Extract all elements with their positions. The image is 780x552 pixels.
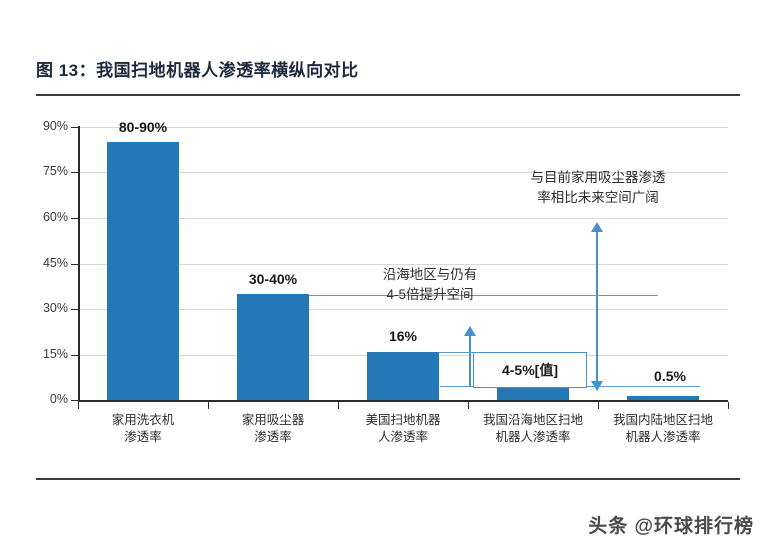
x-tick-3 — [468, 402, 469, 409]
y-axis-label-0: 0% — [49, 392, 68, 406]
bar-label-us-robot-vacuum: 16% — [388, 328, 418, 344]
annotation-coastal-gap-arrow-up — [464, 326, 476, 336]
title-divider-top — [36, 94, 740, 96]
figure-title: 图 13：我国扫地机器人渗透率横纵向对比 — [36, 61, 359, 80]
y-tick-15 — [71, 355, 78, 356]
bar-vacuum-cleaner[interactable] — [237, 294, 309, 400]
annotation-vacuum-gap-text: 与目前家用吸尘器渗透 率相比未来空间广阔 — [530, 170, 666, 205]
x-tick-1 — [208, 402, 209, 409]
callout-coastal-value: 4-5%[值] — [473, 352, 587, 388]
y-axis-label-45: 45% — [42, 256, 68, 270]
x-axis-category-vacuum-cleaner: 家用吸尘器 渗透率 — [241, 413, 305, 444]
bar-label-inland-china-robot-vacuum: 0.5% — [654, 368, 686, 384]
x-axis-category-coastal-china: 我国沿海地区扫地 机器人渗透率 — [482, 413, 583, 444]
watermark-text: 头条 @环球排行榜 — [588, 516, 754, 537]
y-axis-label-60: 60% — [42, 210, 68, 224]
bar-us-robot-vacuum[interactable] — [367, 352, 439, 400]
gridline-60 — [78, 218, 728, 219]
gridline-30 — [78, 309, 728, 310]
x-tick-2 — [338, 402, 339, 409]
annotation-coastal-gap-shaft — [469, 335, 471, 387]
y-axis-label-90: 90% — [42, 119, 68, 133]
y-axis-label-75: 75% — [42, 164, 68, 178]
gridline-90 — [78, 127, 728, 128]
x-tick-4 — [598, 402, 599, 409]
gridline-75 — [78, 172, 728, 173]
x-tick-5 — [728, 402, 729, 409]
reference-line-35-percent — [309, 295, 658, 296]
bar-label-washing-machine: 80-90% — [118, 119, 168, 135]
x-axis-category-inland-china: 我国内陆地区扫地 机器人渗透率 — [612, 413, 713, 444]
y-tick-75 — [71, 172, 78, 173]
y-tick-60 — [71, 218, 78, 219]
annotation-vacuum-gap-shaft — [596, 231, 598, 383]
bar-inland-china-robot-vacuum[interactable] — [627, 396, 699, 400]
bar-washing-machine[interactable] — [107, 142, 179, 400]
annotation-coastal-gap-text: 沿海地区与仍有 4-5倍提升空间 — [382, 267, 478, 302]
y-axis-line — [78, 126, 80, 402]
y-axis-label-30: 30% — [42, 301, 68, 315]
y-tick-90 — [71, 127, 78, 128]
x-axis-line — [78, 400, 728, 402]
chart-plot-area: 90% 75% 60% 45% 30% 15% 0% 80-90% — [0, 100, 780, 470]
y-axis-label-15: 15% — [42, 347, 68, 361]
x-tick-0 — [78, 402, 79, 409]
bar-label-vacuum-cleaner: 30-40% — [248, 271, 298, 287]
bar-coastal-china-robot-vacuum[interactable] — [497, 386, 569, 400]
x-axis-category-washing-machine: 家用洗衣机 渗透率 — [111, 413, 175, 444]
y-tick-30 — [71, 309, 78, 310]
x-axis-category-us-robot-vacuum: 美国扫地机器 人渗透率 — [365, 413, 441, 444]
y-tick-45 — [71, 264, 78, 265]
figure-divider-bottom — [36, 478, 740, 480]
y-tick-0 — [71, 400, 78, 401]
gridline-45 — [78, 264, 728, 265]
annotation-vacuum-gap-arrow-up — [591, 222, 603, 232]
